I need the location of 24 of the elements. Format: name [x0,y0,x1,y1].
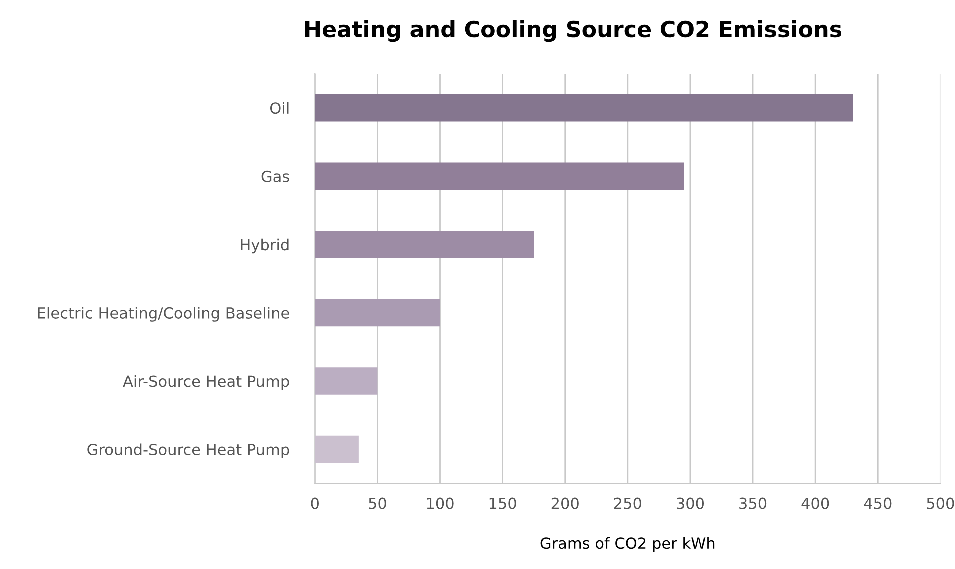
x-tick-label: 200 [552,498,579,510]
y-tick-label: Oil [270,102,289,114]
y-tick-label: Air-Source Heat Pump [123,375,290,390]
bar [315,368,378,395]
x-tick-label: 400 [802,498,830,510]
y-tick-label: Gas [262,170,290,182]
x-tick-label: 50 [369,498,386,510]
x-tick-label: 150 [490,498,516,510]
x-tick-label: 250 [614,498,642,510]
bar [315,231,534,258]
x-tick-label: 450 [864,498,892,510]
y-tick-label: Ground-Source Heat Pump [88,444,290,458]
bar [315,162,684,190]
y-tick-label: Electric Heating/Cooling Baseline [38,307,290,322]
bar [315,94,854,122]
y-tick-label: Hybrid [241,238,289,254]
x-tick-label: 100 [427,498,454,510]
bar [315,299,440,327]
x-tick-label: 0 [311,498,319,510]
x-axis-title: Grams of CO2 per kWh [540,537,715,552]
x-tick-label: 500 [927,498,954,510]
chart-title: Heating and Cooling Source CO2 Emissions [305,20,842,42]
x-tick-label: 350 [740,498,767,510]
x-tick-label: 300 [677,498,704,510]
